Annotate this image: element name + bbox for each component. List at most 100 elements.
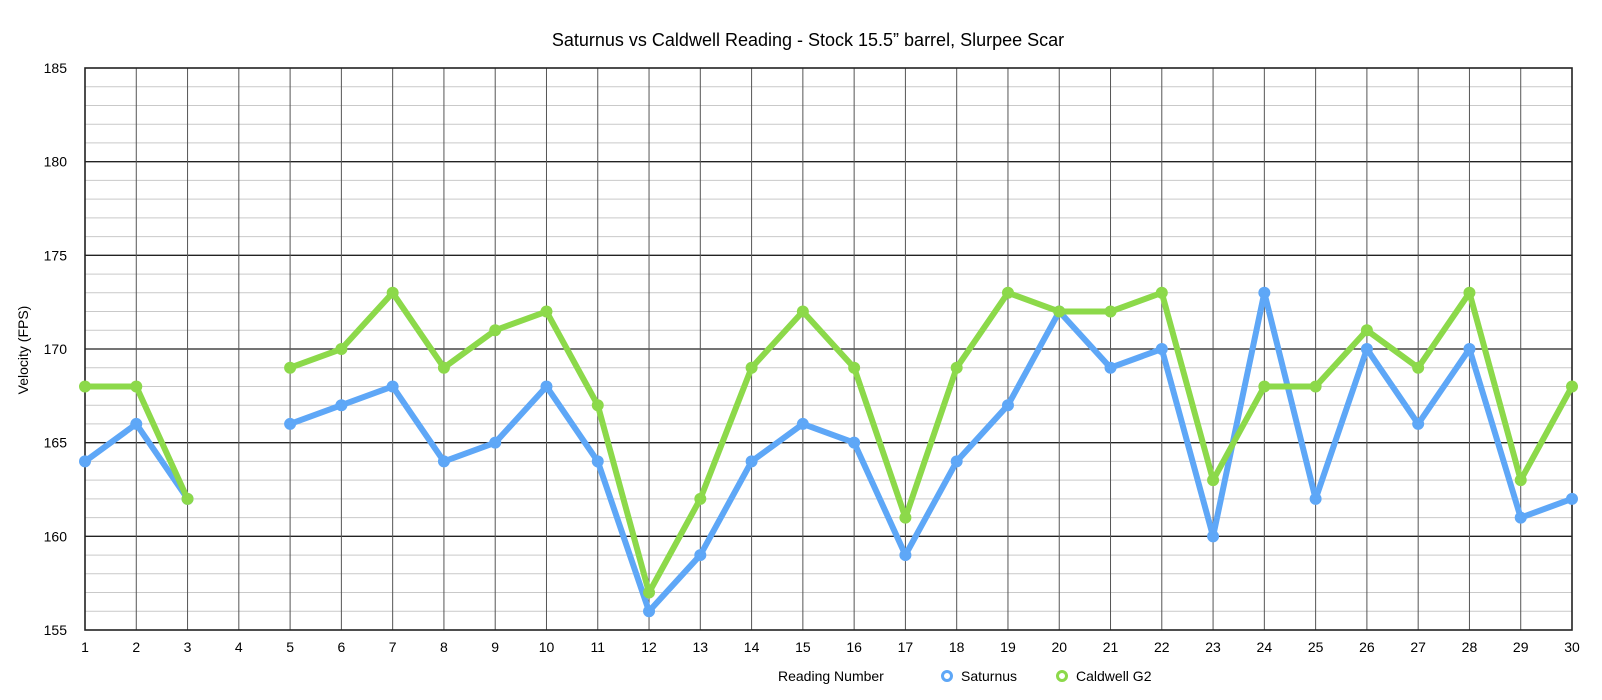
x-tick-label: 29 (1513, 639, 1529, 655)
x-tick-label: 24 (1257, 639, 1273, 655)
saturnus-data-point (1463, 343, 1476, 355)
saturnus-data-point (130, 417, 143, 430)
x-tick-label: 8 (440, 639, 448, 655)
x-tick-label: 20 (1051, 639, 1067, 655)
x-tick-label: 12 (641, 639, 657, 655)
caldwell-g2-data-point (130, 380, 143, 393)
x-tick-label: 30 (1564, 639, 1580, 655)
saturnus-data-point (437, 455, 450, 468)
x-axis-ticks: 1 2 3 4 5 6 7 8 9 10 11 12 13 14 15 16 17 18 19 20 21 22 23 24 2… (81, 639, 1580, 655)
caldwell-g2-data-point (1412, 361, 1425, 374)
caldwell-g2-legend-label: Caldwell G2 (1076, 668, 1152, 684)
saturnus-data-point (489, 436, 502, 449)
saturnus-data-point (386, 380, 399, 393)
x-tick-label: 11 (590, 639, 605, 655)
x-tick-label: 17 (898, 639, 914, 655)
caldwell-g2-data-point (386, 286, 399, 299)
saturnus-data-point (899, 549, 912, 562)
saturnus-data-point (591, 455, 604, 468)
caldwell-g2-data-point (1566, 380, 1578, 393)
x-tick-label: 2 (132, 639, 140, 655)
caldwell-g2-data-point (1258, 380, 1271, 393)
x-tick-label: 25 (1308, 639, 1324, 655)
caldwell-g2-data-point (950, 361, 963, 374)
saturnus-data-point (1104, 361, 1117, 374)
saturnus-data-point (1309, 492, 1322, 505)
saturnus-data-point (1001, 399, 1014, 412)
saturnus-data-point (694, 549, 707, 562)
caldwell-g2-data-point (1207, 474, 1220, 487)
saturnus-data-point (643, 605, 656, 618)
x-tick-label: 1 (81, 639, 89, 655)
plot-area-border (84, 67, 1573, 631)
x-tick-label: 19 (1000, 639, 1016, 655)
caldwell-g2-data-point (79, 380, 91, 393)
saturnus-data-point (1566, 492, 1578, 505)
caldwell-g2-data-point (796, 305, 809, 318)
caldwell-g2-data-point (489, 324, 502, 337)
saturnus-data-point (335, 399, 348, 412)
saturnus-data-point (950, 455, 963, 468)
y-axis-ticks: 155 160 165 170 175 180 185 (44, 60, 68, 638)
y-tick-label: 175 (44, 247, 68, 263)
x-tick-label: 27 (1410, 639, 1426, 655)
caldwell-g2-data-point (745, 361, 758, 374)
y-tick-label: 170 (44, 341, 68, 357)
y-tick-label: 165 (44, 435, 68, 451)
x-tick-label: 18 (949, 639, 965, 655)
saturnus-data-point (1360, 343, 1373, 355)
saturnus-legend-label: Saturnus (961, 668, 1017, 684)
caldwell-g2-legend-marker (1056, 670, 1068, 682)
caldwell-g2-data-point (181, 492, 194, 505)
plot-frame (84, 67, 1573, 631)
x-axis-label: Reading Number (778, 668, 884, 684)
saturnus-data-point (1258, 286, 1271, 299)
saturnus-series-line (287, 289, 1575, 615)
x-tick-label: 26 (1359, 639, 1375, 655)
y-tick-label: 155 (44, 622, 68, 638)
caldwell-g2-data-point (284, 361, 297, 374)
x-tick-label: 4 (235, 639, 243, 655)
caldwell-g2-data-point (848, 361, 861, 374)
caldwell-g2-series-line (287, 289, 1575, 596)
saturnus-data-point (1412, 417, 1425, 430)
y-tick-label: 160 (44, 528, 68, 544)
caldwell-g2-data-point (1104, 305, 1117, 318)
caldwell-g2-data-point (694, 492, 707, 505)
saturnus-data-point (284, 417, 297, 430)
saturnus-data-point (745, 455, 758, 468)
saturnus-data-point (1514, 511, 1527, 524)
y-tick-label: 180 (44, 154, 68, 170)
saturnus-data-point (796, 417, 809, 430)
x-tick-label: 23 (1205, 639, 1221, 655)
x-tick-label: 5 (286, 639, 294, 655)
y-tick-label: 185 (44, 60, 68, 76)
caldwell-g2-data-point (1053, 305, 1066, 318)
caldwell-g2-data-point (1360, 324, 1373, 337)
x-tick-label: 21 (1103, 639, 1119, 655)
caldwell-g2-data-point (437, 361, 450, 374)
saturnus-data-point (848, 436, 861, 449)
saturnus-data-point (1155, 343, 1168, 355)
x-tick-label: 16 (846, 639, 862, 655)
caldwell-g2-data-point (899, 511, 912, 524)
x-tick-label: 15 (795, 639, 811, 655)
x-tick-label: 14 (744, 639, 760, 655)
caldwell-g2-data-point (643, 586, 656, 599)
caldwell-g2-data-point (335, 343, 348, 355)
caldwell-g2-data-point (1309, 380, 1322, 393)
saturnus-data-point (540, 380, 553, 393)
caldwell-g2-data-point (1514, 474, 1527, 487)
y-axis-label: Velocity (FPS) (15, 306, 31, 395)
caldwell-g2-data-point (1463, 286, 1476, 299)
chart-title: Saturnus vs Caldwell Reading - Stock 15.… (552, 30, 1064, 50)
saturnus-legend-marker (941, 670, 953, 682)
x-tick-label: 7 (389, 639, 397, 655)
x-tick-label: 22 (1154, 639, 1170, 655)
caldwell-g2-data-point (1155, 286, 1168, 299)
caldwell-g2-data-point (1001, 286, 1014, 299)
grid (85, 68, 1572, 630)
caldwell-g2-data-point (540, 305, 553, 318)
x-tick-label: 6 (337, 639, 345, 655)
